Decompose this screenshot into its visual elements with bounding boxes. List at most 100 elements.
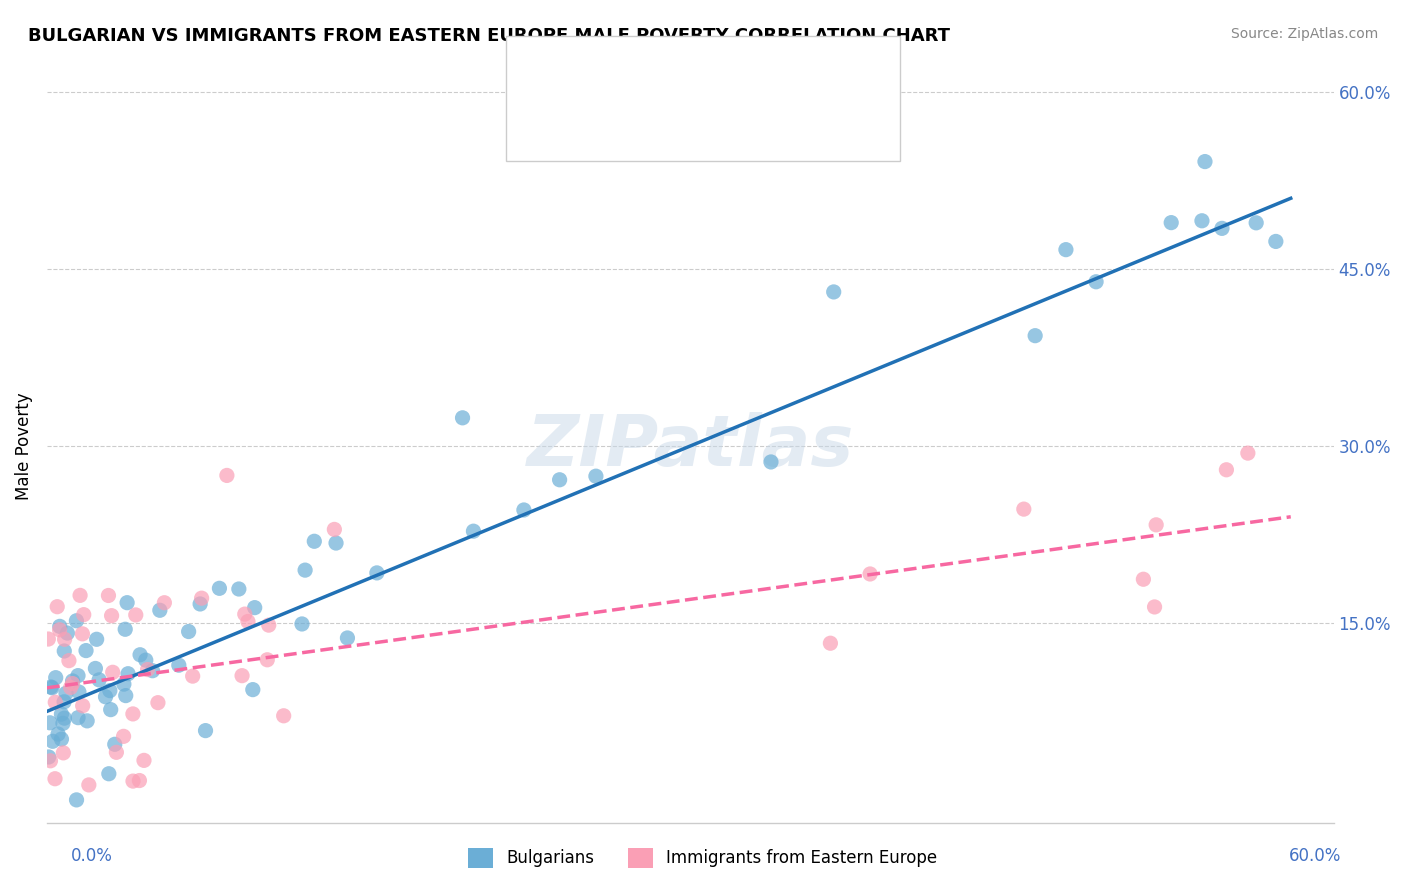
- Point: [1194, 154, 1216, 169]
- Point: [89, 673, 111, 687]
- Point: [39, 754, 62, 768]
- Point: [52, 746, 75, 760]
- Point: [38, 715, 60, 730]
- Point: [463, 524, 485, 539]
- Point: [45, 671, 67, 685]
- Point: [97, 589, 120, 603]
- Point: [233, 607, 256, 621]
- Point: [1215, 463, 1237, 477]
- Point: [84, 661, 107, 675]
- Point: [75, 643, 97, 657]
- Point: [53, 632, 76, 647]
- Point: [55, 686, 77, 700]
- Point: [112, 677, 135, 691]
- Point: [65, 793, 87, 807]
- Point: [141, 664, 163, 678]
- Point: [149, 603, 172, 617]
- Point: [823, 285, 845, 299]
- Point: [1132, 572, 1154, 586]
- Point: [1054, 243, 1077, 257]
- Point: [53, 711, 76, 725]
- Text: 0.0%: 0.0%: [70, 847, 112, 865]
- Point: [256, 653, 278, 667]
- Point: [53, 644, 76, 658]
- Point: [53, 695, 76, 709]
- Text: Source: ZipAtlas.com: Source: ZipAtlas.com: [1230, 27, 1378, 41]
- Point: [585, 469, 607, 483]
- Point: [65, 614, 87, 628]
- Point: [1143, 599, 1166, 614]
- Point: [325, 536, 347, 550]
- Point: [46, 727, 69, 741]
- Point: [117, 666, 139, 681]
- Point: [38, 750, 60, 764]
- Point: [77, 778, 100, 792]
- Point: [859, 566, 882, 581]
- Point: [44, 772, 66, 786]
- Text: BULGARIAN VS IMMIGRANTS FROM EASTERN EUROPE MALE POVERTY CORRELATION CHART: BULGARIAN VS IMMIGRANTS FROM EASTERN EUR…: [28, 27, 950, 45]
- Point: [51, 707, 73, 722]
- Point: [52, 716, 75, 731]
- Point: [67, 685, 90, 699]
- Point: [177, 624, 200, 639]
- Point: [759, 455, 782, 469]
- Point: [153, 596, 176, 610]
- Point: [188, 597, 211, 611]
- Point: [59, 681, 82, 695]
- Point: [1160, 216, 1182, 230]
- Point: [548, 473, 571, 487]
- Point: [104, 737, 127, 751]
- Point: [86, 632, 108, 647]
- Point: [513, 503, 536, 517]
- Point: [112, 729, 135, 743]
- Legend: Bulgarians, Immigrants from Eastern Europe: Bulgarians, Immigrants from Eastern Euro…: [461, 841, 945, 875]
- Point: [194, 723, 217, 738]
- Point: [72, 627, 94, 641]
- Text: ZIPatlas: ZIPatlas: [527, 411, 853, 481]
- Point: [97, 766, 120, 780]
- Point: [128, 773, 150, 788]
- Text: 60.0%: 60.0%: [1288, 847, 1341, 865]
- Point: [105, 745, 128, 759]
- Point: [66, 668, 89, 682]
- Point: [181, 669, 204, 683]
- Point: [125, 607, 148, 622]
- Point: [94, 690, 117, 704]
- Point: [46, 599, 69, 614]
- Point: [323, 523, 346, 537]
- Point: [304, 534, 326, 549]
- Point: [451, 410, 474, 425]
- Point: [228, 582, 250, 596]
- Point: [1237, 446, 1260, 460]
- Point: [41, 681, 63, 695]
- Point: [136, 663, 159, 677]
- Point: [135, 653, 157, 667]
- Point: [62, 676, 84, 690]
- Point: [291, 617, 314, 632]
- Point: [1211, 221, 1233, 235]
- Point: [98, 683, 121, 698]
- Point: [129, 648, 152, 662]
- Point: [1024, 328, 1046, 343]
- Point: [56, 626, 79, 640]
- Point: [62, 673, 84, 688]
- Y-axis label: Male Poverty: Male Poverty: [15, 392, 32, 500]
- Point: [366, 566, 388, 580]
- Point: [76, 714, 98, 728]
- Point: [242, 682, 264, 697]
- Point: [167, 658, 190, 673]
- Point: [236, 615, 259, 629]
- Point: [820, 636, 842, 650]
- Point: [231, 668, 253, 682]
- Point: [122, 774, 145, 789]
- Point: [100, 608, 122, 623]
- Point: [49, 619, 72, 633]
- Point: [101, 665, 124, 680]
- Point: [190, 591, 212, 606]
- Point: [58, 654, 80, 668]
- Point: [1244, 216, 1267, 230]
- Point: [44, 695, 66, 709]
- Point: [114, 622, 136, 636]
- Point: [37, 632, 59, 646]
- Legend: R = 0.764   N = 73, R = 0.396   N = 47: R = 0.764 N = 73, R = 0.396 N = 47: [576, 70, 804, 137]
